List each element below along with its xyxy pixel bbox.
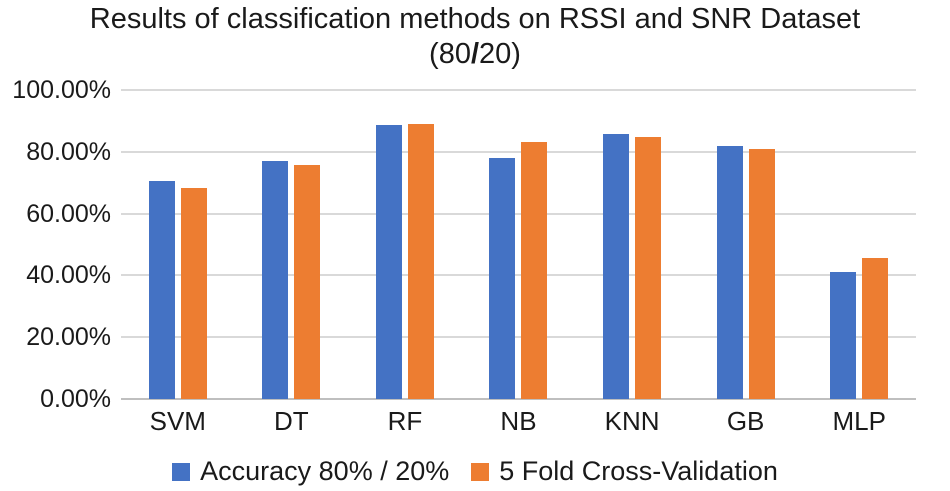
x-axis-label-gb: GB — [726, 406, 765, 436]
y-axis-tick-label: 20.00% — [26, 323, 111, 352]
gridline-40 — [121, 274, 916, 277]
gridline-60 — [121, 212, 916, 215]
y-axis-tick-label: 60.00% — [26, 199, 111, 228]
legend-item-series2: 5 Fold Cross-Validation — [471, 456, 778, 487]
x-axis-label-rf: RF — [387, 406, 423, 436]
y-axis-tick-label: 40.00% — [26, 261, 111, 290]
gridline-0 — [121, 398, 916, 400]
gridline-80 — [121, 150, 916, 153]
chart-subtitle: (80/20) — [0, 37, 950, 72]
legend-label: Accuracy 80% / 20% — [200, 456, 450, 486]
x-axis-label-nb: NB — [500, 406, 537, 436]
legend-item-series1: Accuracy 80% / 20% — [172, 456, 449, 487]
legend-swatch-icon — [172, 462, 191, 481]
chart-subtitle-slash: / — [470, 38, 480, 70]
y-axis-tick-label: 0.00% — [40, 385, 111, 413]
legend: Accuracy 80% / 20% 5 Fold Cross-Validatio… — [0, 456, 950, 487]
x-axis-label-svm: SVM — [149, 406, 206, 436]
x-axis-label-dt: DT — [274, 406, 309, 436]
gridline-100 — [121, 89, 916, 91]
chart-title: Results of classification methods on RSS… — [89, 3, 861, 35]
chart-subtitle-post: 20) — [479, 38, 521, 70]
legend-label: 5 Fold Cross-Validation — [499, 456, 778, 486]
x-axis-label-mlp: MLP — [832, 406, 886, 436]
chart-title-block: Results of classification methods on RSS… — [0, 2, 950, 72]
legend-swatch-icon — [471, 462, 490, 481]
gridline-20 — [121, 336, 916, 339]
x-axis-label-knn: KNN — [604, 406, 660, 436]
y-axis-tick-label: 100.00% — [12, 76, 111, 104]
y-axis-tick-label: 80.00% — [26, 137, 111, 166]
chart-subtitle-pre: (80 — [429, 38, 471, 70]
